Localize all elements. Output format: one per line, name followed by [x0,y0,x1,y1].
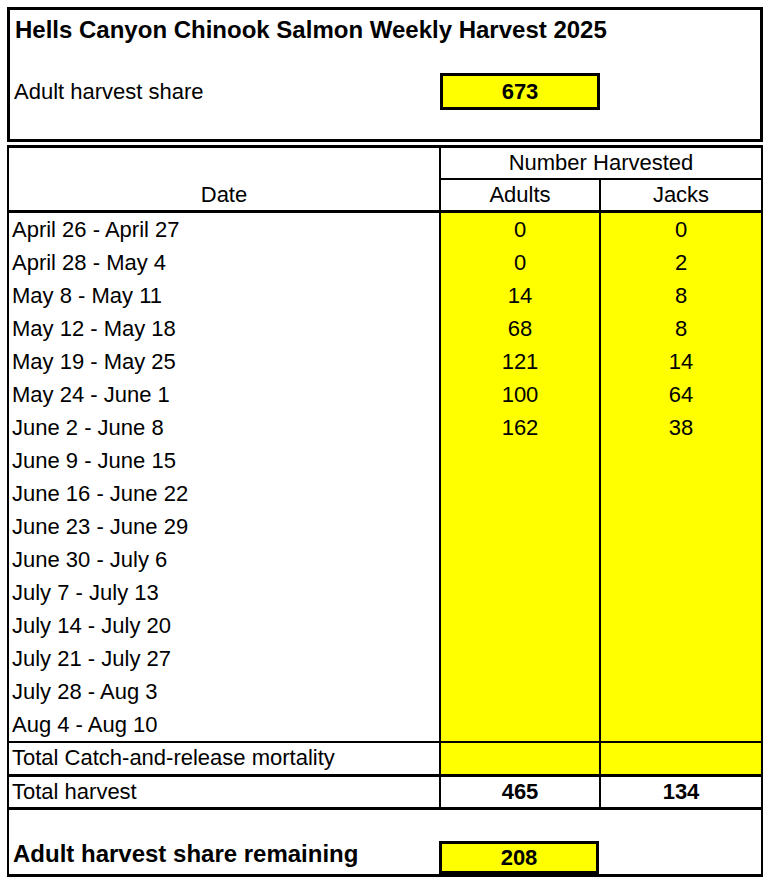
jacks-cell [599,675,761,708]
mortality-adults-cell [439,743,599,774]
adults-cell [439,642,599,675]
jacks-cell: 8 [599,279,761,312]
table-row: July 14 - July 20 [9,609,761,642]
jacks-cell [599,708,761,741]
table-row: May 12 - May 18 68 8 [9,312,761,345]
date-cell: May 8 - May 11 [9,279,439,312]
adults-cell: 14 [439,279,599,312]
date-cell: June 9 - June 15 [9,444,439,477]
total-harvest-row: Total harvest 465 134 [9,777,761,807]
footer-section: Adult harvest share remaining 208 [9,810,761,874]
date-cell: July 28 - Aug 3 [9,675,439,708]
jacks-cell: 2 [599,246,761,279]
adults-cell [439,510,599,543]
adults-cell: 68 [439,312,599,345]
date-cell: April 28 - May 4 [9,246,439,279]
jacks-cell [599,510,761,543]
adults-cell: 100 [439,378,599,411]
table-row: June 23 - June 29 [9,510,761,543]
jacks-cell: 0 [599,213,761,246]
mortality-jacks-cell [599,743,761,774]
table-row: May 19 - May 25 121 14 [9,345,761,378]
share-remaining-label: Adult harvest share remaining [13,840,358,868]
date-cell: July 14 - July 20 [9,609,439,642]
mortality-row: Total Catch-and-release mortality [9,741,761,777]
adults-cell [439,543,599,576]
table-row: June 30 - July 6 [9,543,761,576]
jacks-cell [599,477,761,510]
mortality-label: Total Catch-and-release mortality [9,743,439,774]
total-adults-cell: 465 [439,777,599,807]
date-cell: April 26 - April 27 [9,213,439,246]
date-cell: May 24 - June 1 [9,378,439,411]
number-harvested-header: Number Harvested [439,148,761,180]
table-row: July 7 - July 13 [9,576,761,609]
jacks-cell [599,444,761,477]
table-row: June 16 - June 22 [9,477,761,510]
date-cell: May 19 - May 25 [9,345,439,378]
date-cell: May 12 - May 18 [9,312,439,345]
table-row: April 26 - April 27 0 0 [9,213,761,246]
jacks-cell: 8 [599,312,761,345]
table-row: Aug 4 - Aug 10 [9,708,761,741]
harvest-table: Number Harvested Date Adults Jacks April… [7,145,763,877]
adults-cell: 162 [439,411,599,444]
table-row: May 8 - May 11 14 8 [9,279,761,312]
date-header-spacer [9,148,439,180]
date-cell: June 16 - June 22 [9,477,439,510]
date-cell: June 2 - June 8 [9,411,439,444]
jacks-cell: 64 [599,378,761,411]
date-cell: July 7 - July 13 [9,576,439,609]
jacks-cell [599,543,761,576]
date-cell: June 23 - June 29 [9,510,439,543]
adults-cell [439,708,599,741]
date-cell: Aug 4 - Aug 10 [9,708,439,741]
total-harvest-label: Total harvest [9,777,439,807]
adults-cell: 0 [439,213,599,246]
adults-cell [439,477,599,510]
jacks-cell: 38 [599,411,761,444]
jacks-column-header: Jacks [599,180,761,210]
adults-cell: 121 [439,345,599,378]
page-title: Hells Canyon Chinook Salmon Weekly Harve… [10,10,760,44]
title-block: Hells Canyon Chinook Salmon Weekly Harve… [7,7,763,142]
jacks-cell [599,576,761,609]
jacks-cell: 14 [599,345,761,378]
date-column-header: Date [9,180,439,210]
adults-cell: 0 [439,246,599,279]
table-row: July 28 - Aug 3 [9,675,761,708]
jacks-cell [599,642,761,675]
adult-harvest-share-value: 673 [440,73,600,110]
table-header-group-row: Number Harvested [9,148,761,180]
adults-cell [439,609,599,642]
table-row: July 21 - July 27 [9,642,761,675]
adults-cell [439,675,599,708]
total-jacks-cell: 134 [599,777,761,807]
table-row: June 2 - June 8 162 38 [9,411,761,444]
adults-cell [439,444,599,477]
table-row: May 24 - June 1 100 64 [9,378,761,411]
table-row: June 9 - June 15 [9,444,761,477]
table-header-row: Date Adults Jacks [9,180,761,210]
share-remaining-value: 208 [439,841,599,874]
date-cell: July 21 - July 27 [9,642,439,675]
adults-column-header: Adults [439,180,599,210]
adults-cell [439,576,599,609]
jacks-cell [599,609,761,642]
adult-harvest-share-label: Adult harvest share [14,73,204,110]
date-cell: June 30 - July 6 [9,543,439,576]
table-row: April 28 - May 4 0 2 [9,246,761,279]
